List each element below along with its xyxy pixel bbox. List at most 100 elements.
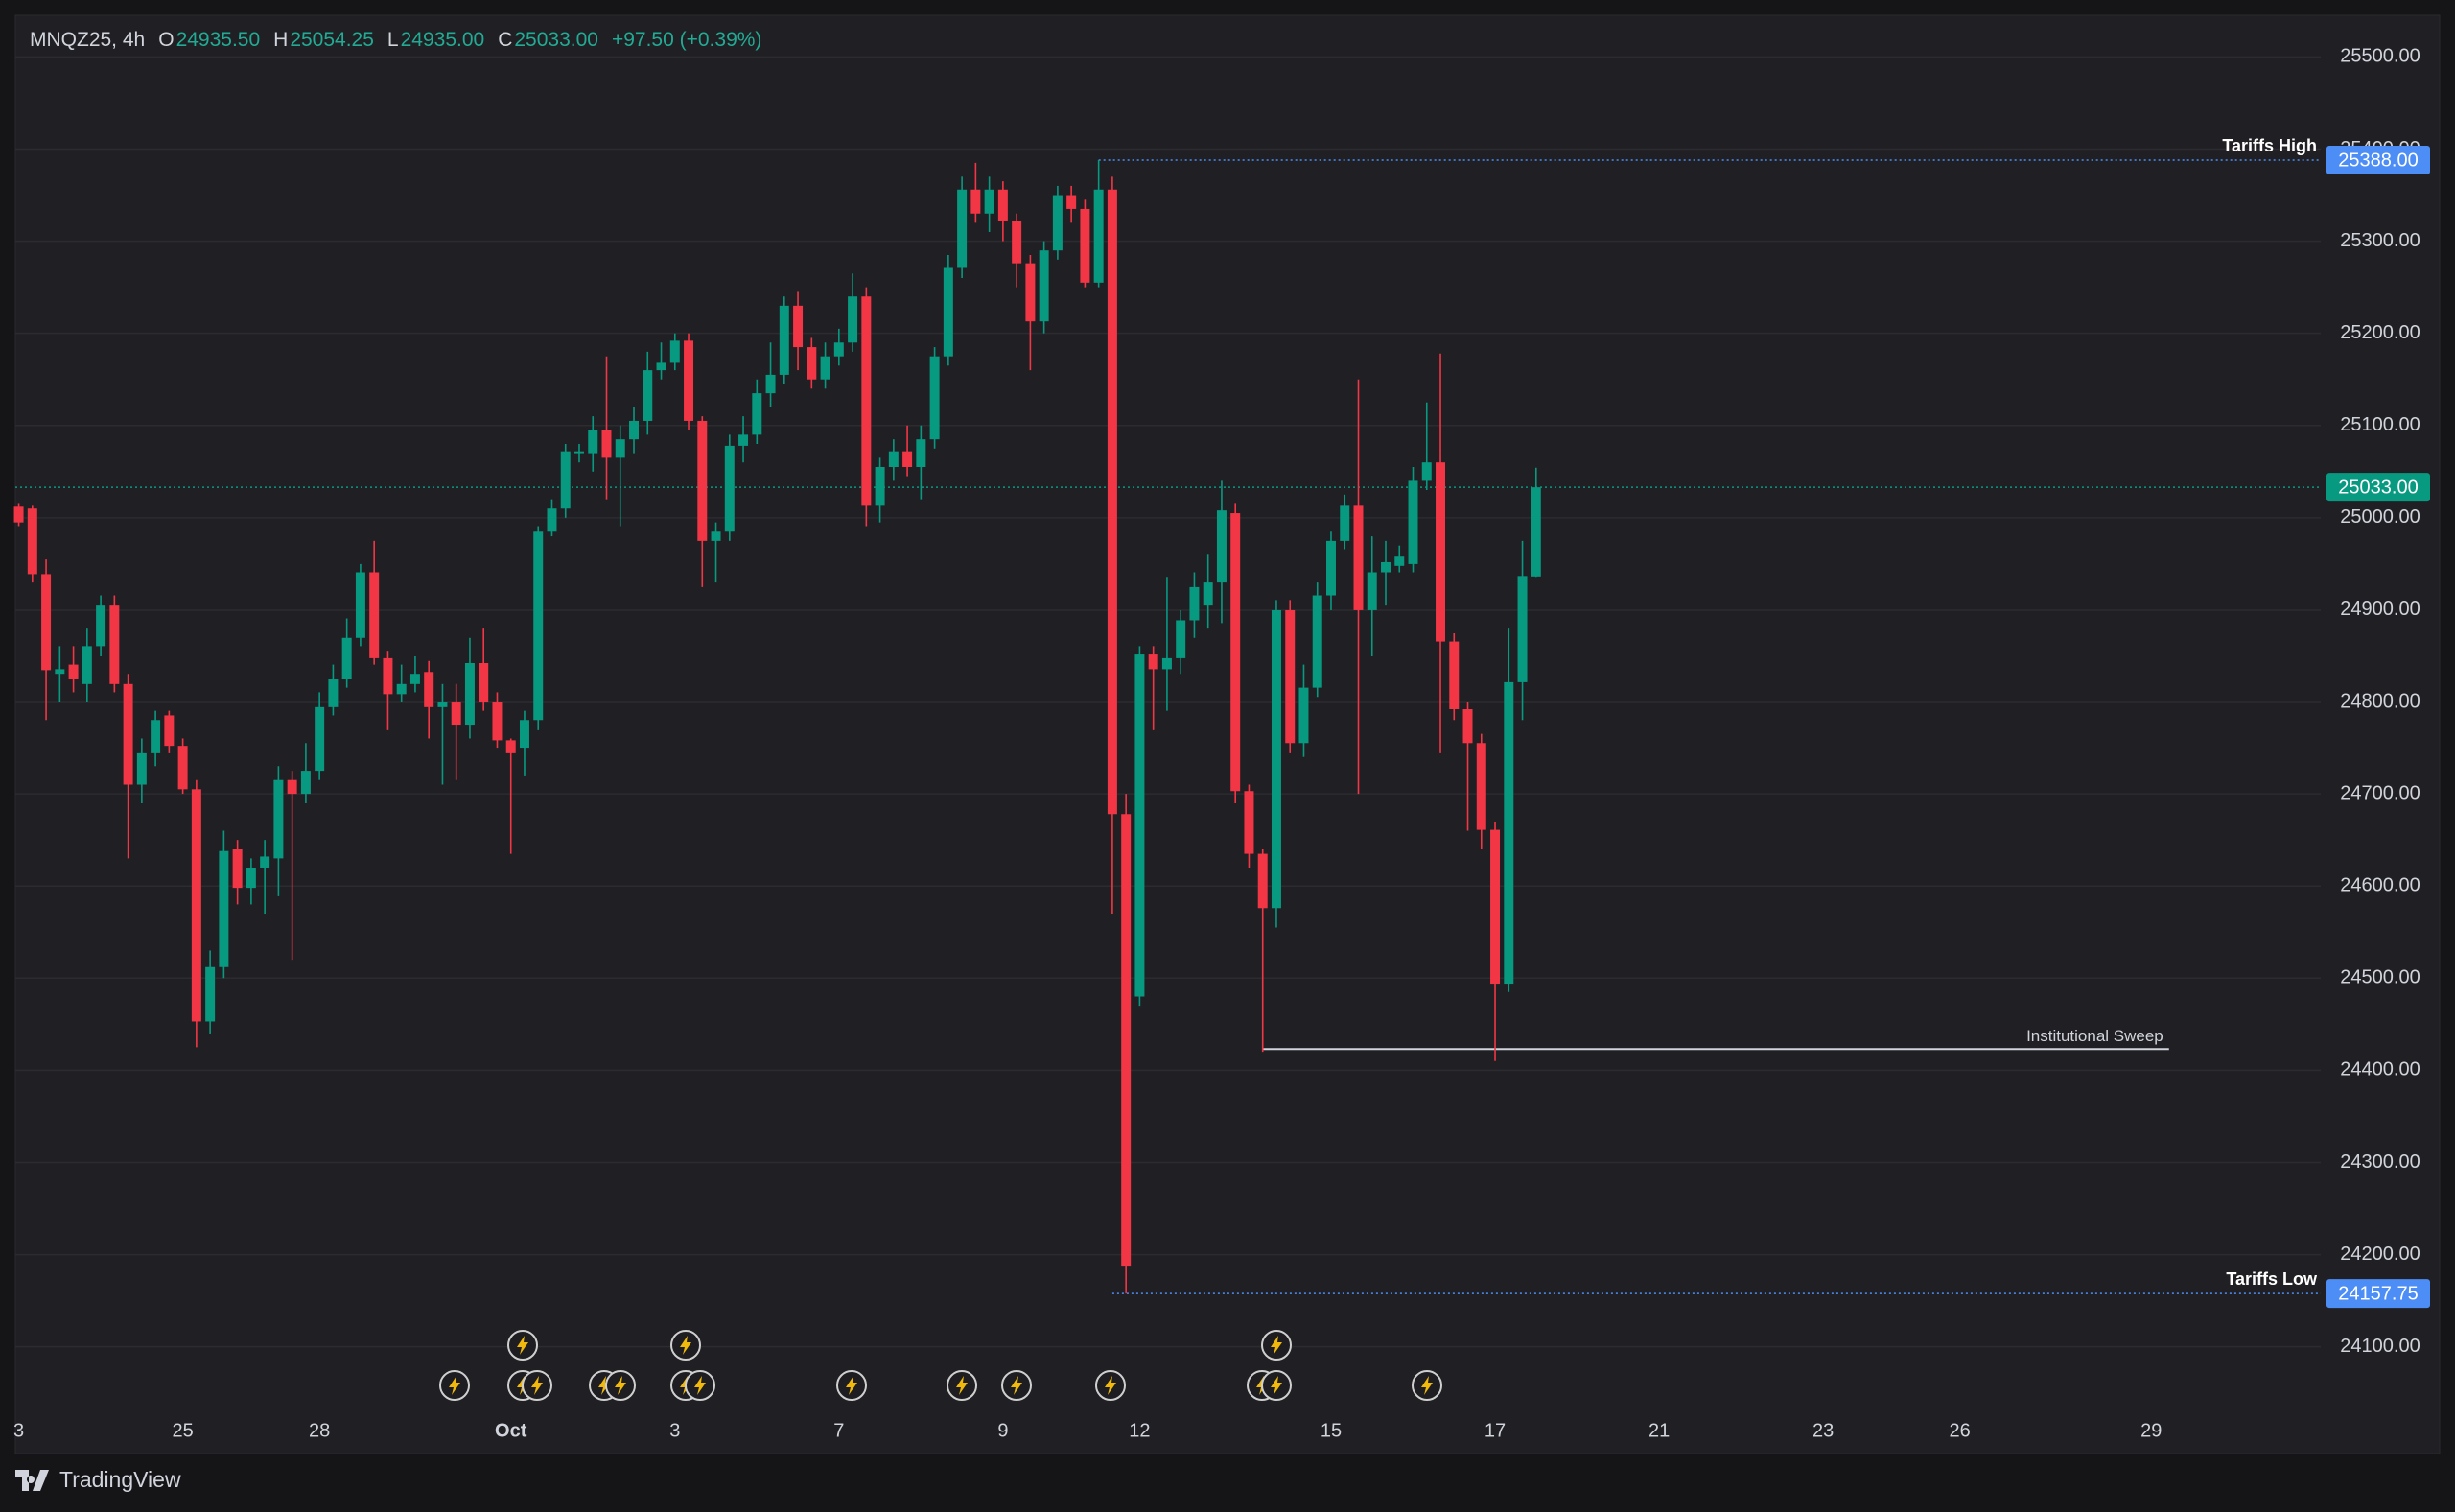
event-icon [522, 1370, 552, 1401]
candle-body [1012, 221, 1022, 264]
brand[interactable]: TradingView [15, 1467, 181, 1493]
y-tick-label: 25300.00 [2340, 230, 2420, 251]
candle-body [383, 657, 393, 695]
candle-body [328, 679, 339, 707]
brand-name: TradingView [59, 1467, 181, 1492]
candle-body [273, 779, 284, 859]
brand-logo [15, 1469, 49, 1491]
candle-body [656, 362, 666, 371]
event-icon [507, 1330, 538, 1361]
ohlc: O 24935.50 [158, 29, 260, 52]
candle-body [479, 663, 489, 703]
candle-body [409, 674, 420, 684]
event-bolt [449, 1376, 460, 1395]
candle-body [246, 867, 256, 889]
candle-body [232, 849, 243, 889]
y-tick-label: 24200.00 [2340, 1244, 2420, 1265]
candle-body [916, 439, 926, 467]
event-icon [670, 1330, 701, 1361]
candle-body [1244, 791, 1254, 854]
candle-body [1340, 505, 1350, 541]
ohlc-key: H [273, 29, 289, 51]
candle-body [464, 663, 475, 726]
candle-body [519, 720, 529, 749]
candle-body [1325, 540, 1336, 596]
candle-body [177, 746, 188, 790]
candle-body [41, 574, 52, 671]
candle-body [505, 740, 516, 753]
candle-body [1531, 487, 1541, 577]
ohlc: L 24935.00 [387, 29, 484, 52]
candle-body [492, 702, 503, 741]
candle-body [765, 374, 776, 394]
candle-body [136, 752, 147, 785]
candle-body [1462, 709, 1473, 744]
candle-body [943, 267, 953, 357]
candle-body [1394, 556, 1405, 566]
y-tick-label: 25000.00 [2340, 506, 2420, 527]
event-bolt [846, 1376, 857, 1395]
candle-body [1490, 829, 1501, 985]
candle-body [1203, 582, 1213, 606]
candle-body [1176, 620, 1186, 658]
candle-body [300, 771, 311, 795]
event-icon [947, 1370, 977, 1401]
candle-body [396, 683, 407, 695]
legend: MNQZ25, 4h O 24935.50 H 25054.25 L 24935.00… [30, 29, 761, 52]
y-tick-label: 24300.00 [2340, 1151, 2420, 1173]
pane [14, 14, 2441, 1454]
candle-body [697, 420, 708, 541]
candle-body [1298, 687, 1309, 744]
candle-body [588, 430, 598, 454]
candle-body [1504, 681, 1514, 985]
event-icon [605, 1370, 636, 1401]
x-tick-label: 21 [1648, 1420, 1670, 1441]
y-tick-label: 24500.00 [2340, 967, 2420, 989]
candle-body [833, 342, 844, 357]
event-bolt [517, 1336, 528, 1355]
candle-body [1353, 505, 1364, 610]
candle-body [970, 189, 981, 214]
ohlc-value: 25054.25 [290, 29, 374, 51]
candle-body [82, 646, 92, 684]
x-tick-label: 25 [172, 1420, 193, 1441]
candle-body [1134, 654, 1145, 997]
level-name: Tariffs Low [2226, 1269, 2318, 1289]
event-bolt [1011, 1376, 1022, 1395]
candle-body [902, 451, 913, 467]
event-icon [1412, 1370, 1442, 1401]
x-tick-label: 26 [1950, 1420, 1971, 1441]
candle-body [341, 637, 352, 680]
candle-body [643, 370, 653, 421]
candle-body [1052, 195, 1063, 251]
candle-body [437, 702, 448, 707]
candle-body [1121, 814, 1132, 1267]
candle-body [1517, 576, 1528, 682]
ohlc-value: 24935.00 [400, 29, 485, 51]
event-bolt [956, 1376, 968, 1395]
event-bolt [598, 1376, 610, 1395]
candle-body [1230, 513, 1241, 792]
level-name: Tariffs High [2222, 136, 2317, 155]
candle-body [1312, 595, 1322, 688]
x-tick-label: 28 [309, 1420, 330, 1441]
candle-body [615, 439, 625, 458]
candle-body [669, 340, 680, 363]
x-tick-label: 17 [1485, 1420, 1506, 1441]
candle-body [1381, 561, 1391, 573]
candle-body [424, 672, 434, 707]
x-tick-label: 15 [1321, 1420, 1342, 1441]
candle-body [1449, 641, 1460, 709]
candle-body [151, 720, 161, 753]
candle-body [1436, 462, 1446, 642]
y-tick-label: 25100.00 [2340, 414, 2420, 435]
ohlc-key: O [158, 29, 175, 51]
y-tick-label: 24400.00 [2340, 1059, 2420, 1081]
candle-body [724, 445, 735, 532]
x-tick-label: 7 [833, 1420, 844, 1441]
candle-body [533, 531, 544, 721]
change: +97.50 (+0.39%) [611, 29, 762, 51]
candle-body [1039, 250, 1049, 322]
